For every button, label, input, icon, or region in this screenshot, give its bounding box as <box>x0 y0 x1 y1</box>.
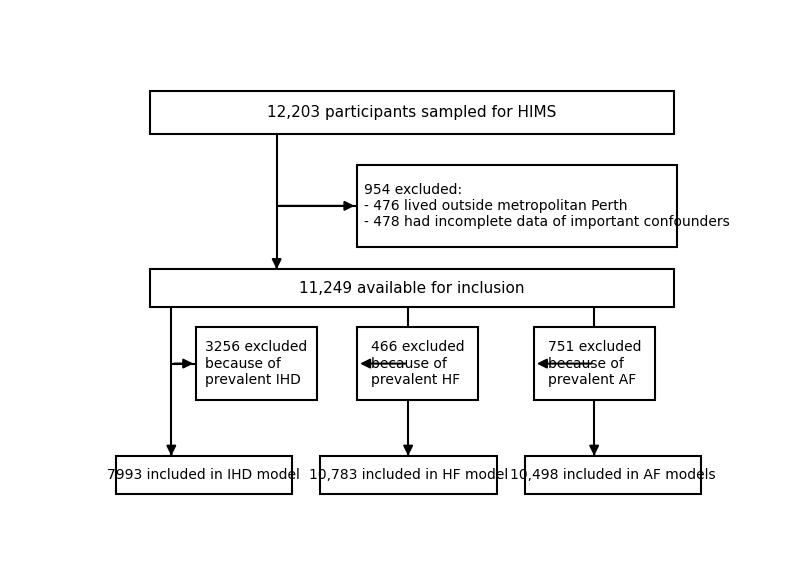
FancyBboxPatch shape <box>150 92 674 134</box>
FancyBboxPatch shape <box>358 327 478 400</box>
FancyBboxPatch shape <box>196 327 317 400</box>
Text: 954 excluded:
- 476 lived outside metropolitan Perth
- 478 had incomplete data o: 954 excluded: - 476 lived outside metrop… <box>363 183 730 229</box>
Text: 12,203 participants sampled for HIMS: 12,203 participants sampled for HIMS <box>267 105 556 120</box>
Text: 7993 included in IHD model: 7993 included in IHD model <box>107 467 300 482</box>
Text: 10,498 included in AF models: 10,498 included in AF models <box>510 467 716 482</box>
Text: 11,249 available for inclusion: 11,249 available for inclusion <box>298 280 524 295</box>
FancyBboxPatch shape <box>534 327 655 400</box>
Text: 3256 excluded
because of
prevalent IHD: 3256 excluded because of prevalent IHD <box>206 340 308 387</box>
Text: 466 excluded
because of
prevalent HF: 466 excluded because of prevalent HF <box>371 340 465 387</box>
Text: 10,783 included in HF model: 10,783 included in HF model <box>309 467 508 482</box>
FancyBboxPatch shape <box>320 456 497 493</box>
Text: 751 excluded
because of
prevalent AF: 751 excluded because of prevalent AF <box>548 340 642 387</box>
FancyBboxPatch shape <box>525 456 702 493</box>
FancyBboxPatch shape <box>115 456 292 493</box>
FancyBboxPatch shape <box>358 165 677 247</box>
FancyBboxPatch shape <box>150 269 674 307</box>
